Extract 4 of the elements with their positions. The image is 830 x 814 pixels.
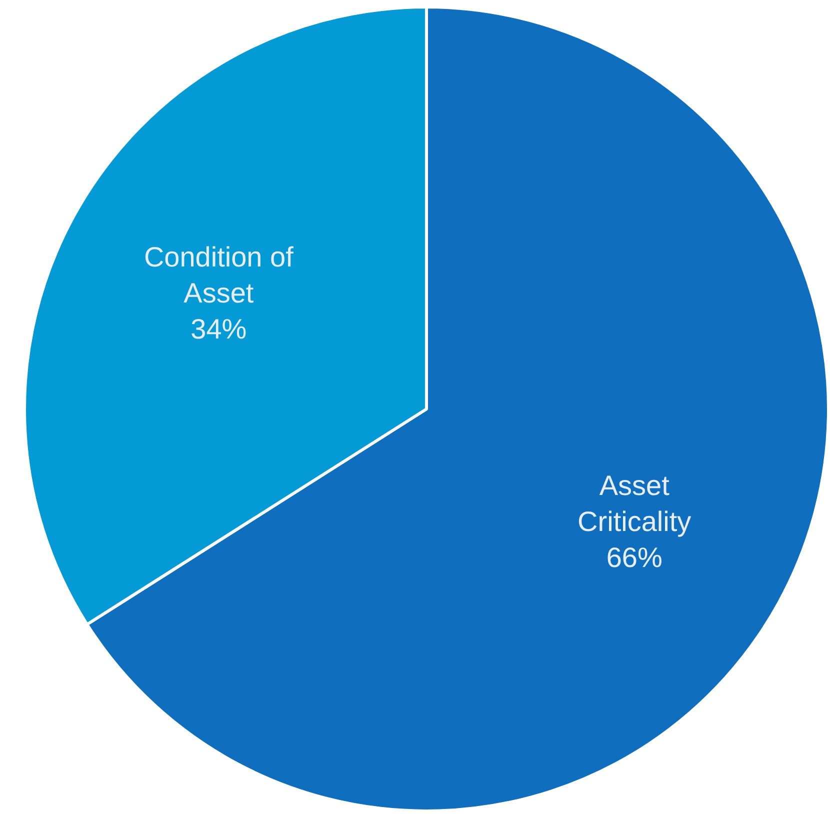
data-label: 66% [606, 542, 662, 573]
slice-label: Condition of Asset [144, 241, 294, 308]
data-label: 34% [190, 313, 247, 344]
slice-label: Asset Criticality [578, 470, 692, 537]
